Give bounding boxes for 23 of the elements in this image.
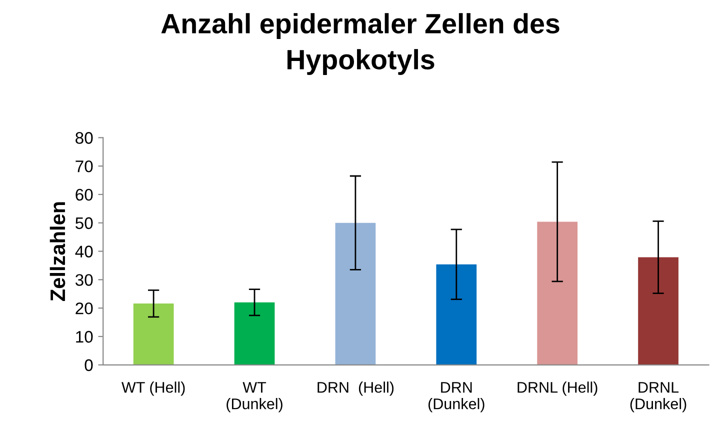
- y-tick-label: 70: [76, 160, 93, 172]
- y-tick-label: 80: [76, 132, 93, 144]
- x-tick-label: DRN (Hell): [318, 382, 394, 396]
- x-tick-label: DRNL (Hell): [518, 382, 598, 396]
- y-tick-label: 0: [84, 359, 93, 372]
- y-tick-label: 10: [76, 330, 93, 343]
- y-tick-label: 40: [75, 246, 93, 258]
- chart-title: Anzahl epidermaler Zellen des Hypokotyls: [161, 13, 560, 75]
- y-tick-label: 20: [76, 302, 93, 314]
- bar: [234, 302, 275, 365]
- bar: [638, 257, 678, 365]
- x-tick-label: WT (Dunkel): [226, 382, 282, 412]
- x-tick-label: WT (Hell): [122, 382, 185, 396]
- bar: [133, 304, 174, 365]
- x-tick-label: DRNL (Dunkel): [630, 382, 686, 412]
- bar: [335, 222, 376, 365]
- bar: [436, 264, 477, 365]
- bar: [537, 222, 578, 365]
- y-tick-label: 50: [76, 217, 93, 230]
- y-axis-title: Zellzahlen: [50, 202, 66, 302]
- y-tick-label: 60: [76, 188, 93, 201]
- y-tick-label: 30: [75, 274, 93, 286]
- x-tick-label: DRN (Dunkel): [428, 382, 484, 412]
